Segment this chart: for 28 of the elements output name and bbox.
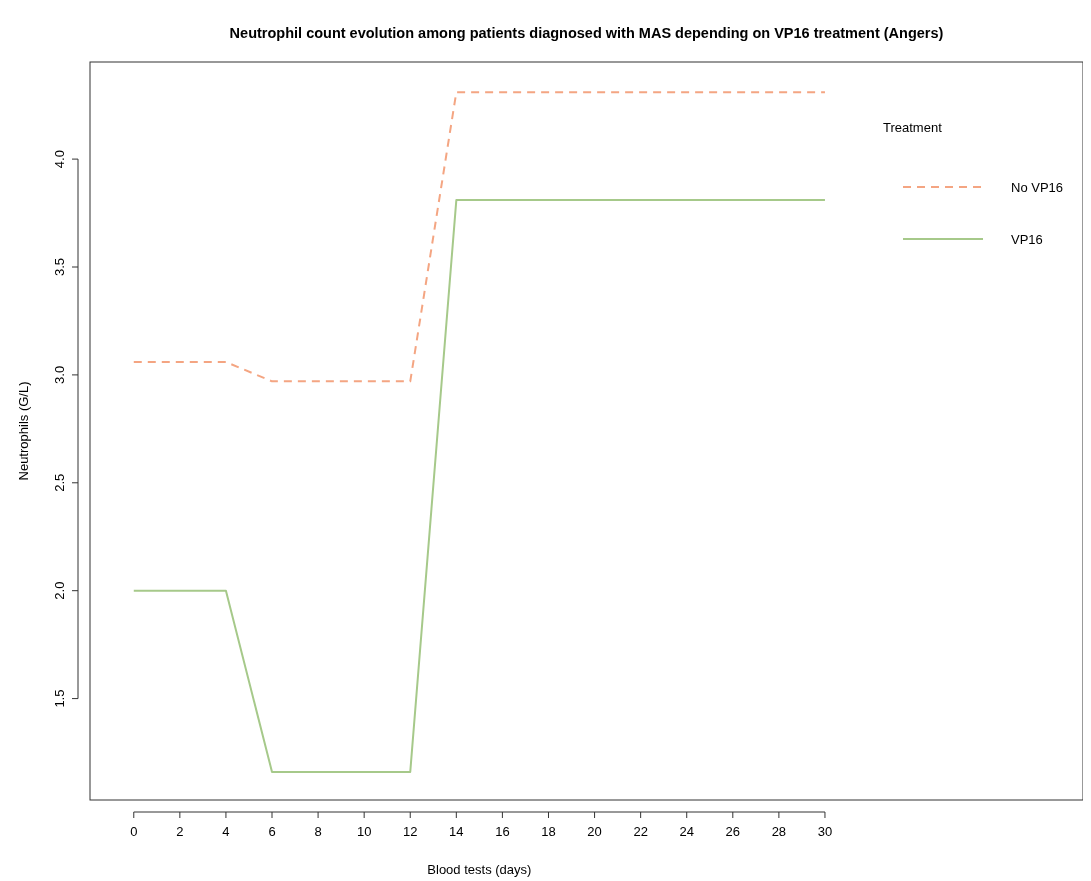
text: No VP16 [1011,180,1064,195]
y-axis-title: Neutrophils (G/L) [16,381,31,481]
chart-title: Neutrophil count evolution among patients diagnosed with MAS depending on VP16 treatment (Angers) [229,25,944,41]
x-tick-label: 28 [771,824,787,839]
text: VP16 [1011,232,1043,247]
x-tick-label: 22 [633,824,648,839]
x-tick-label: 16 [495,824,510,839]
y-tick-label: 1.5 [52,689,67,708]
x-tick-label: 30 [817,824,833,839]
x-tick-label: 18 [541,824,556,839]
x-tick-label: 24 [679,824,694,839]
x-axis-title: Blood tests (days) [427,862,532,877]
x-tick-label: 12 [403,824,418,839]
x-tick-label: 14 [449,824,464,839]
x-tick-label: 0 [130,824,138,839]
x-tick-label: 8 [314,824,322,839]
y-tick-label: 2.0 [52,581,67,600]
legend-title: Treatment [883,120,943,135]
x-tick-label: 26 [725,824,741,839]
x-tick-label: 10 [356,824,372,839]
x-tick-label: 6 [268,824,276,839]
y-tick-label: 3.0 [52,365,67,384]
y-tick-label: 2.5 [52,473,67,492]
x-tick-label: 4 [222,824,230,839]
x-tick-label: 20 [587,824,602,839]
x-tick-label: 2 [176,824,184,839]
y-tick-label: 3.5 [52,257,67,277]
y-tick-label: 4.0 [52,150,67,169]
